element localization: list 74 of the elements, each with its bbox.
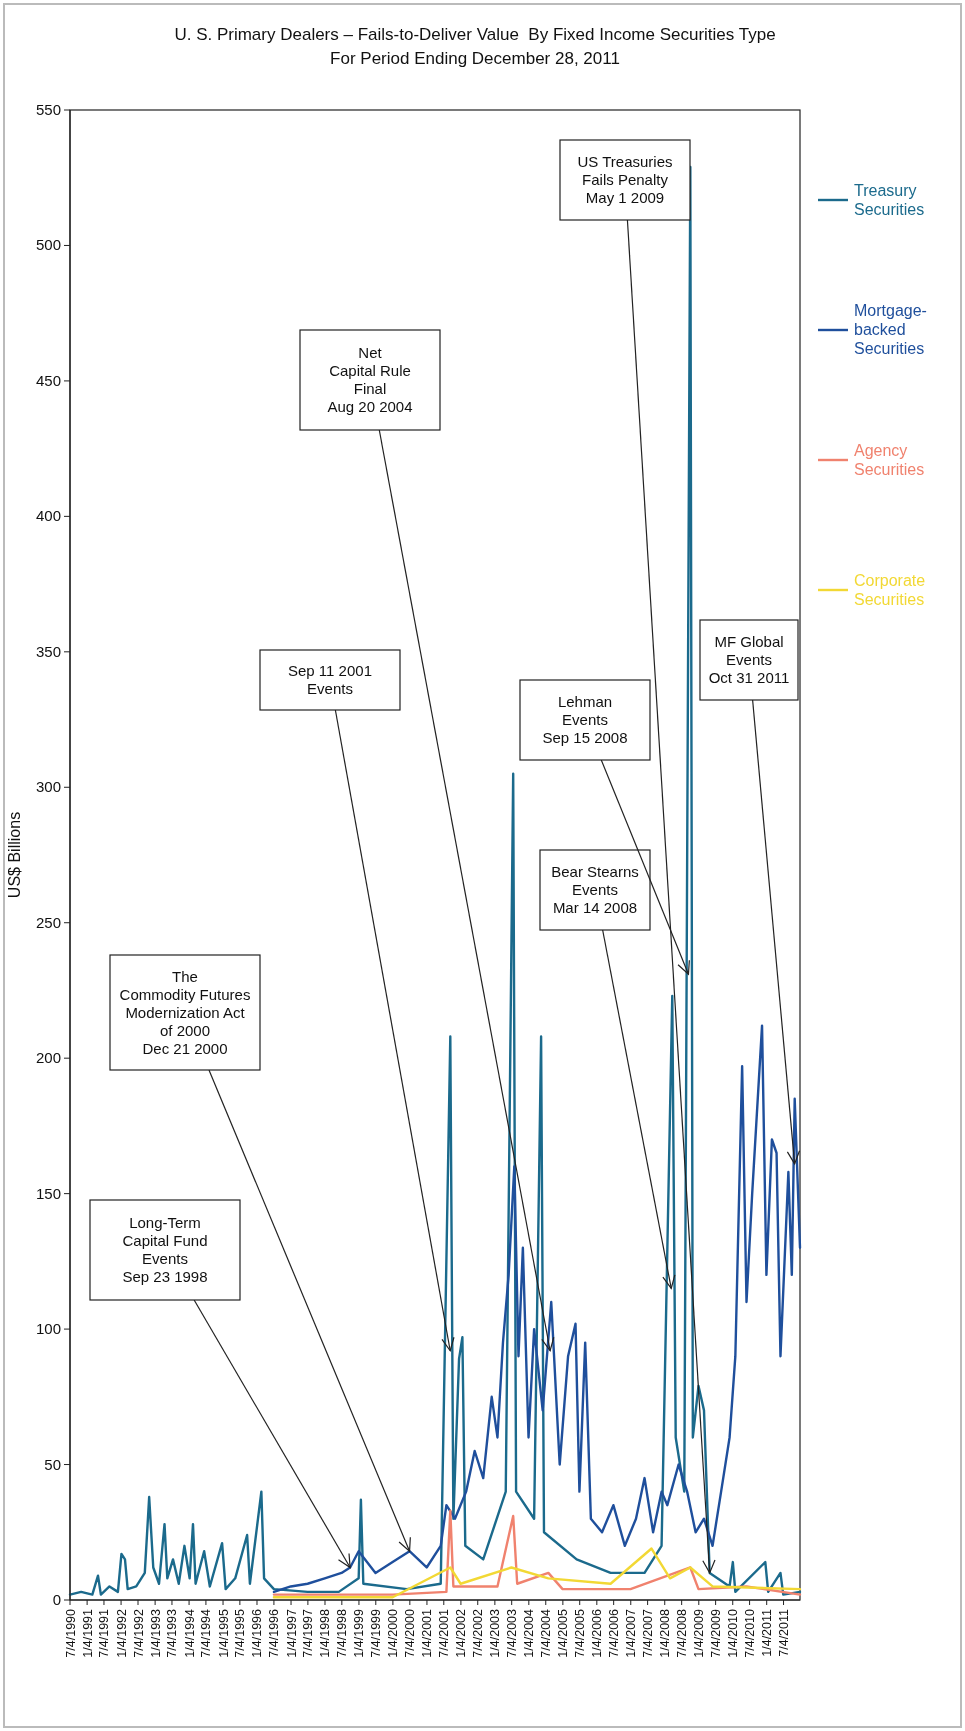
y-tick-label: 200 (35, 1049, 61, 1067)
x-tick-label: 7/4/2004 (539, 1608, 554, 1658)
x-tick-label: 1/4/2004 (522, 1608, 537, 1658)
x-tick-label: 1/4/2000 (386, 1608, 401, 1658)
x-tick-label: 7/4/2009 (709, 1608, 724, 1658)
x-tick-label: 7/4/1999 (369, 1608, 384, 1658)
y-axis-title: US$ Billions (6, 811, 23, 899)
x-tick-label: 1/4/2008 (658, 1608, 673, 1658)
line-series (272, 1024, 802, 1594)
line-series (272, 1547, 802, 1599)
x-tick-label: 7/4/2007 (641, 1608, 656, 1658)
annotation: US Treasuries Fails Penalty May 1 2009 (577, 153, 673, 206)
x-tick-label: 7/4/2001 (437, 1608, 452, 1658)
x-tick-label: 1/4/1999 (352, 1608, 367, 1658)
x-tick-label: 1/4/1991 (80, 1608, 95, 1658)
x-tick-label: 1/4/2002 (454, 1608, 469, 1658)
annotation: Lehman Events Sep 15 2008 (542, 693, 628, 746)
x-tick-label: 1/4/2005 (556, 1608, 571, 1658)
x-tick-label: 1/4/2009 (692, 1608, 707, 1658)
y-tick-label: 250 (35, 913, 61, 931)
y-tick-label: 500 (35, 236, 61, 254)
x-tick-label: 7/4/2011 (777, 1608, 792, 1657)
legend-label: Corporate Securities (854, 571, 926, 608)
x-tick-label: 7/4/2005 (573, 1608, 588, 1658)
y-tick-label: 350 (35, 642, 61, 660)
x-tick-label: 7/4/1991 (97, 1608, 112, 1658)
chart-title: U. S. Primary Dealers – Fails-to-Deliver Value By Fixed Income Securities Type (174, 25, 776, 44)
x-tick-label: 1/4/1998 (318, 1608, 333, 1658)
annotation: MF Global Events Oct 31 2011 (708, 633, 790, 686)
annotation: Long-Term Capital Fund Events Sep 23 1998 (122, 1214, 208, 1285)
x-tick-label: 7/4/1996 (267, 1608, 282, 1658)
x-tick-label: 7/4/1994 (199, 1608, 214, 1658)
x-tick-label: 7/4/2006 (607, 1608, 622, 1658)
x-tick-label: 1/4/1997 (284, 1608, 299, 1658)
y-tick-label: 0 (52, 1591, 61, 1608)
x-tick-label: 7/4/1990 (63, 1608, 78, 1658)
x-tick-label: 7/4/1992 (131, 1608, 146, 1658)
chart-subtitle: For Period Ending December 28, 2011 (330, 49, 620, 68)
annotation: The Commodity Futures Modernization Act of 2000 Dec 21 2000 (119, 967, 251, 1057)
x-tick-label: 1/4/2001 (420, 1608, 435, 1658)
x-tick-label: 1/4/1995 (216, 1608, 231, 1658)
x-tick-label: 7/4/2010 (743, 1608, 758, 1658)
x-tick-label: 7/4/2002 (471, 1608, 486, 1658)
legend-label: Treasury Securities (854, 181, 925, 218)
x-tick-label: 7/4/2008 (675, 1608, 690, 1658)
x-tick-label: 1/4/1992 (114, 1608, 129, 1658)
y-tick-label: 100 (35, 1320, 61, 1338)
annotation: Sep 11 2001 Events (288, 662, 372, 697)
y-tick-label: 50 (44, 1455, 61, 1473)
x-tick-label: 7/4/2003 (505, 1608, 520, 1658)
x-tick-label: 1/4/1996 (250, 1608, 265, 1658)
x-tick-label: 1/4/2011 (760, 1608, 775, 1657)
y-tick-label: 550 (35, 101, 61, 118)
x-tick-label: 1/4/2006 (590, 1608, 605, 1658)
x-tick-label: 1/4/1994 (182, 1608, 197, 1658)
line-series (68, 165, 802, 1596)
annotation: Net Capital Rule Final Aug 20 2004 (327, 344, 413, 415)
y-tick-label: 300 (35, 778, 61, 796)
x-tick-label: 1/4/2010 (726, 1608, 741, 1658)
x-tick-label: 1/4/1993 (148, 1608, 163, 1658)
annotation: Bear Stearns Events Mar 14 2008 (551, 863, 639, 916)
y-tick-label: 150 (35, 1184, 61, 1202)
x-tick-label: 7/4/2000 (403, 1608, 418, 1658)
x-tick-label: 7/4/1993 (165, 1608, 180, 1658)
line-series (272, 1509, 802, 1596)
legend-label: Mortgage-backed Securities (854, 302, 927, 357)
x-tick-label: 7/4/1995 (233, 1608, 248, 1658)
y-tick-label: 400 (35, 507, 61, 525)
x-tick-label: 1/4/2007 (624, 1608, 639, 1658)
x-tick-label: 7/4/1997 (301, 1608, 316, 1658)
y-tick-label: 450 (35, 371, 61, 389)
x-tick-label: 7/4/1998 (335, 1608, 350, 1658)
x-tick-label: 1/4/2003 (488, 1608, 503, 1658)
legend-label: Agency Securities (854, 441, 925, 478)
